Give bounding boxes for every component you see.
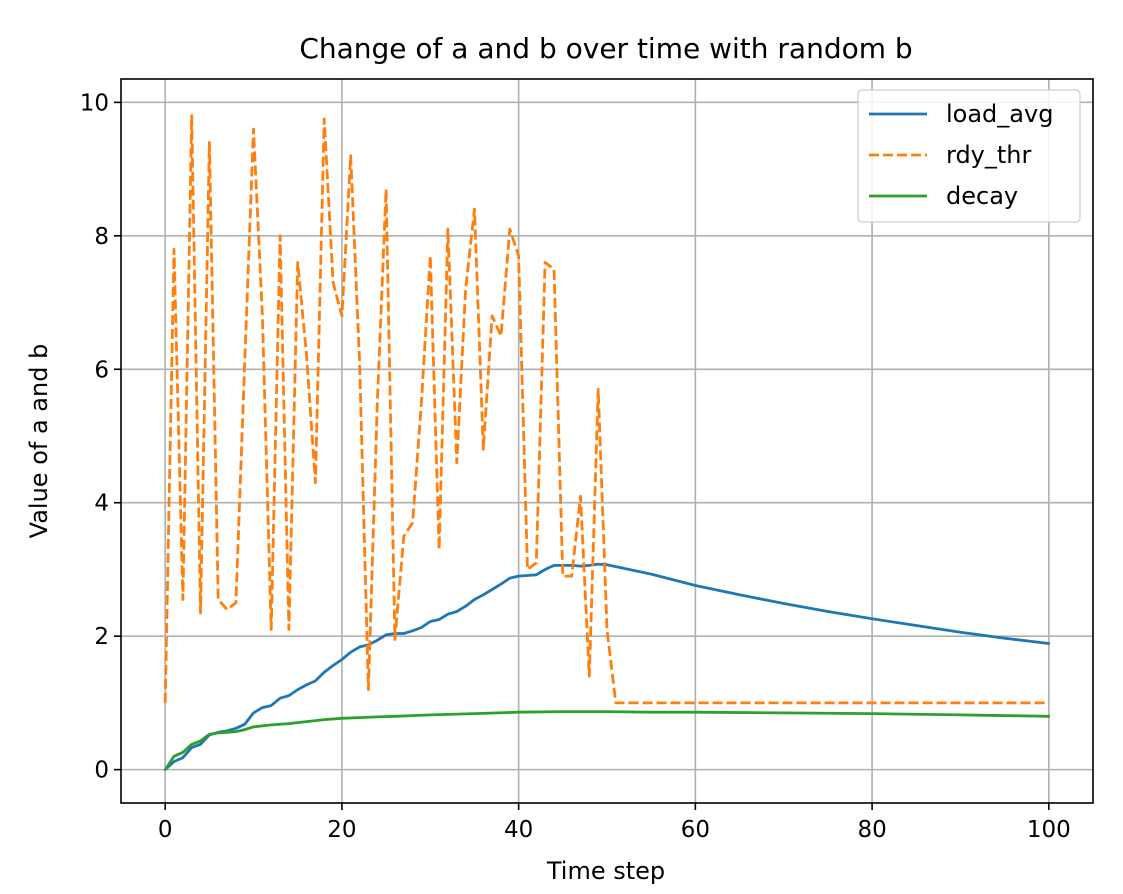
x-axis: 0 20 40 60 80 100 <box>158 803 1071 843</box>
y-tick-label: 6 <box>94 357 109 383</box>
y-axis: 0 2 4 6 8 10 <box>80 90 121 784</box>
legend-label: decay <box>946 182 1018 210</box>
series-line-load-avg <box>163 562 1051 771</box>
x-tick-label: 40 <box>504 817 533 843</box>
chart-title: Change of a and b over time with random … <box>299 32 912 65</box>
y-axis-title: Value of a and b <box>25 344 53 539</box>
y-tick-label: 0 <box>94 758 109 784</box>
y-tick-label: 2 <box>94 624 109 650</box>
series-line-rdy-thr <box>163 114 1049 705</box>
y-tick-label: 4 <box>94 491 109 517</box>
x-tick-label: 0 <box>158 817 173 843</box>
x-tick-label: 60 <box>681 817 710 843</box>
plot-frame <box>120 78 1094 804</box>
x-tick-label: 20 <box>327 817 356 843</box>
x-tick-label: 80 <box>857 817 886 843</box>
legend-label: load_avg <box>946 100 1053 128</box>
x-tick-label: 100 <box>1027 817 1071 843</box>
legend-box <box>857 89 1081 223</box>
series-layer <box>163 114 1051 771</box>
y-tick-label: 10 <box>80 90 109 116</box>
y-tick-label: 8 <box>94 224 109 250</box>
x-axis-title: Time step <box>546 857 665 885</box>
legend-label: rdy_thr <box>946 141 1032 169</box>
series-line-decay <box>163 710 1051 771</box>
